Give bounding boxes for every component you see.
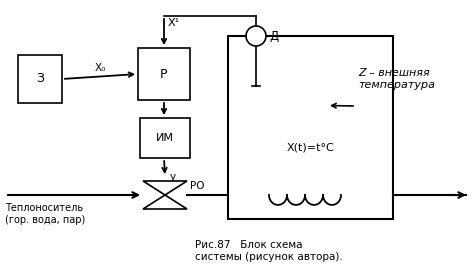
- Bar: [228, 36, 393, 219]
- Bar: [138, 48, 190, 100]
- Bar: [140, 118, 190, 158]
- Circle shape: [246, 26, 266, 46]
- Text: РО: РО: [190, 181, 204, 191]
- Bar: [18, 55, 62, 103]
- Polygon shape: [143, 195, 187, 209]
- Text: у: у: [170, 171, 176, 181]
- Text: Z – внешняя
температура: Z – внешняя температура: [358, 68, 435, 90]
- Text: Теплоноситель
(гор. вода, пар): Теплоноситель (гор. вода, пар): [5, 203, 85, 225]
- Text: ИМ: ИМ: [156, 133, 174, 143]
- Text: З: З: [36, 73, 44, 86]
- Text: X¹: X¹: [168, 18, 180, 28]
- Text: Р: Р: [160, 68, 168, 80]
- Text: X(t)=t°C: X(t)=t°C: [287, 143, 334, 153]
- Text: Рис.87   Блок схема
системы (рисунок автора).: Рис.87 Блок схема системы (рисунок автор…: [195, 240, 343, 262]
- Polygon shape: [143, 181, 187, 195]
- Text: Д: Д: [269, 29, 278, 42]
- Text: X₀: X₀: [94, 63, 106, 73]
